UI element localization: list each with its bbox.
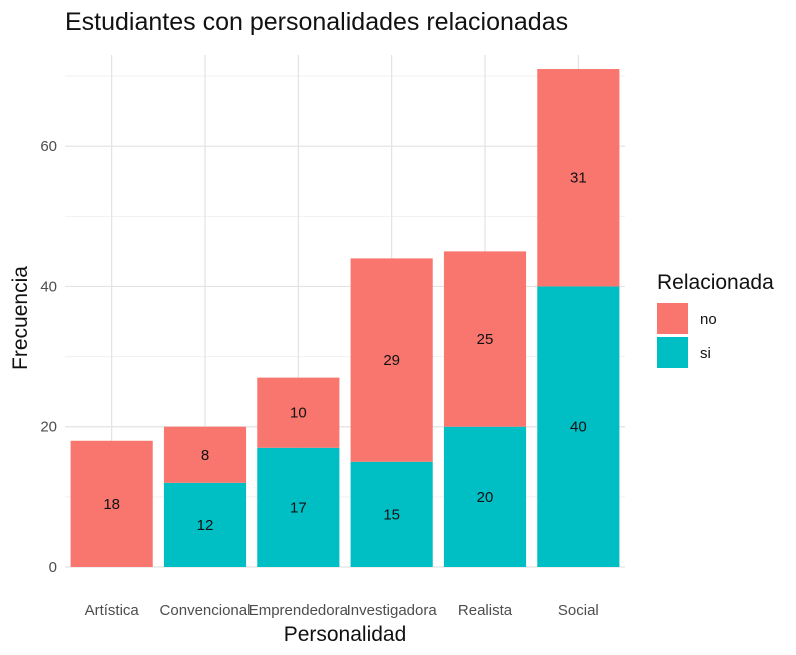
bar-value-label: 8 — [201, 447, 209, 464]
bar-value-label: 15 — [383, 506, 400, 523]
bar-value-label: 10 — [290, 405, 307, 422]
bar-no — [70, 440, 153, 567]
bars-layer: 18 12 8 17 10 15 29 20 25 40 31 — [70, 69, 620, 567]
bar-si — [537, 286, 620, 567]
y-tick-labels: 0 20 40 60 — [40, 138, 57, 576]
x-tick-labels: Artística ConvencionalEmprendedoraInvesti… — [85, 602, 599, 619]
x-tick-label: Emprendedora — [249, 602, 349, 619]
x-tick-label: Social — [558, 602, 599, 619]
legend-title: Relacionada — [657, 271, 774, 294]
bar-value-label: 31 — [570, 170, 587, 187]
y-tick-label: 40 — [40, 278, 57, 295]
bar-no — [350, 258, 433, 462]
legend-key-no — [657, 303, 688, 334]
bar-value-label: 18 — [103, 496, 120, 513]
x-tick-label: Investigadora — [347, 602, 438, 619]
bar-si — [350, 461, 433, 567]
bar-no — [537, 69, 620, 287]
x-tick-label: Convencional — [160, 602, 251, 619]
bar-value-label: 29 — [383, 352, 400, 369]
bar-value-label: 25 — [477, 331, 494, 348]
chart-title: Estudiantes con personalidades relaciona… — [65, 8, 568, 36]
y-tick-label: 0 — [49, 559, 57, 576]
bar-value-label: 12 — [197, 517, 214, 534]
bar-value-label: 17 — [290, 499, 307, 516]
bar-si — [163, 482, 247, 567]
bar-no — [163, 426, 247, 483]
y-tick-label: 20 — [40, 419, 57, 436]
x-tick-label: Realista — [458, 602, 513, 619]
legend-label-si: si — [700, 345, 711, 362]
x-tick-label: Artística — [85, 602, 140, 619]
bar-si — [257, 447, 340, 567]
y-tick-label: 60 — [40, 138, 57, 155]
bar-value-label: 20 — [477, 489, 494, 506]
bar-no — [257, 377, 340, 448]
bar-no — [443, 251, 527, 427]
x-axis-title: Personalidad — [284, 623, 407, 646]
legend-items: no si — [657, 303, 717, 368]
bar-si — [443, 426, 527, 567]
legend: Relacionada no si — [657, 271, 774, 368]
bar-value-label: 40 — [570, 419, 587, 436]
y-axis-title: Frecuencia — [9, 266, 32, 370]
legend-label-no: no — [700, 311, 717, 328]
legend-key-si — [657, 337, 688, 368]
